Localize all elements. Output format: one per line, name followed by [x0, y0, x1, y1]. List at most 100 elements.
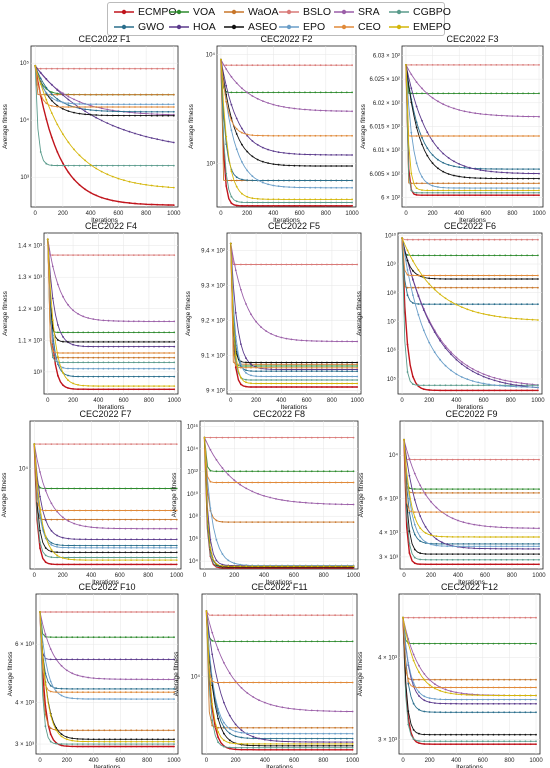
series-point: [405, 64, 407, 66]
series-point: [334, 710, 336, 713]
series-point: [450, 702, 452, 705]
series-point: [503, 642, 505, 645]
x-tick-label: 0: [33, 573, 37, 579]
series-point: [79, 544, 81, 547]
series-point: [262, 91, 264, 94]
series-point: [246, 195, 249, 198]
series-point: [521, 545, 524, 548]
series-point: [484, 553, 486, 555]
series-point: [356, 361, 359, 364]
series-point: [252, 737, 255, 740]
series-point: [345, 746, 348, 749]
series-point: [44, 725, 47, 728]
series-point: [228, 640, 231, 643]
series-point: [146, 636, 149, 639]
series-point: [127, 341, 130, 343]
series-point: [211, 614, 214, 617]
series-point: [457, 458, 459, 461]
series-point: [157, 688, 159, 690]
series-point: [515, 254, 518, 257]
series-point: [424, 541, 427, 543]
series-point: [275, 368, 278, 371]
series-point: [513, 702, 516, 705]
series-point: [474, 194, 477, 197]
plot-frame: [35, 593, 179, 755]
series-point: [423, 733, 426, 736]
series-point: [103, 691, 106, 694]
series-point: [39, 93, 42, 96]
series-point: [466, 389, 469, 392]
series-point: [84, 544, 87, 547]
series-point: [45, 86, 48, 89]
series-point: [167, 740, 170, 743]
series-point: [519, 698, 521, 701]
series-point: [515, 238, 518, 241]
series-point: [415, 182, 418, 185]
series-point: [421, 135, 423, 137]
series-point: [331, 361, 333, 364]
series-point: [513, 740, 516, 743]
series-point: [511, 511, 513, 513]
series-point: [444, 389, 447, 392]
series-point: [526, 278, 528, 280]
series-point: [57, 331, 59, 334]
series-point: [283, 64, 285, 67]
series-point: [78, 184, 81, 186]
series-point: [92, 677, 95, 679]
series-point: [124, 743, 127, 745]
series-point: [288, 201, 290, 204]
series-point: [304, 737, 307, 740]
series-point: [428, 686, 431, 689]
series-point: [508, 698, 511, 701]
series-point: [435, 563, 438, 566]
series-point: [135, 743, 138, 745]
x-tick-label: 200: [242, 211, 253, 217]
series-point: [524, 678, 527, 681]
series-point: [82, 356, 85, 359]
series-point: [488, 377, 490, 380]
series-point: [56, 487, 58, 490]
series-point: [157, 678, 159, 681]
series-point: [235, 64, 238, 67]
series-point: [465, 642, 468, 645]
series-point: [316, 565, 319, 568]
series-point: [440, 563, 443, 566]
series-point: [275, 379, 278, 381]
series-point: [309, 198, 311, 201]
series-point: [33, 443, 36, 445]
series-point: [147, 487, 150, 490]
series-point: [156, 185, 159, 188]
series-point: [84, 509, 87, 512]
series-line: [33, 444, 177, 549]
series-point: [304, 134, 306, 137]
series-point: [494, 492, 497, 494]
series-point: [170, 443, 172, 445]
series-point: [356, 368, 359, 371]
series-point: [447, 164, 450, 166]
series-point: [167, 738, 170, 741]
series-point: [422, 388, 425, 391]
series-point: [295, 382, 298, 385]
series-point: [147, 551, 150, 554]
series-point: [478, 458, 481, 461]
x-tick-label: 600: [119, 398, 130, 404]
legend-swatch: [169, 24, 189, 30]
series-point: [275, 370, 278, 373]
series-point: [455, 384, 458, 387]
series-point: [508, 616, 511, 619]
series-point: [45, 67, 48, 70]
series-point: [511, 187, 514, 190]
chart-title: CEC2022 F4: [85, 221, 137, 231]
series-point: [114, 738, 116, 741]
series-point: [92, 740, 95, 743]
series-point: [252, 696, 255, 698]
series-point: [466, 378, 469, 381]
series-line: [205, 611, 353, 751]
series-point: [114, 678, 116, 680]
series-point: [151, 738, 154, 741]
series-point: [453, 191, 455, 194]
series-point: [117, 385, 120, 387]
series-point: [535, 733, 537, 736]
series-point: [167, 636, 170, 639]
series-point: [450, 733, 452, 736]
